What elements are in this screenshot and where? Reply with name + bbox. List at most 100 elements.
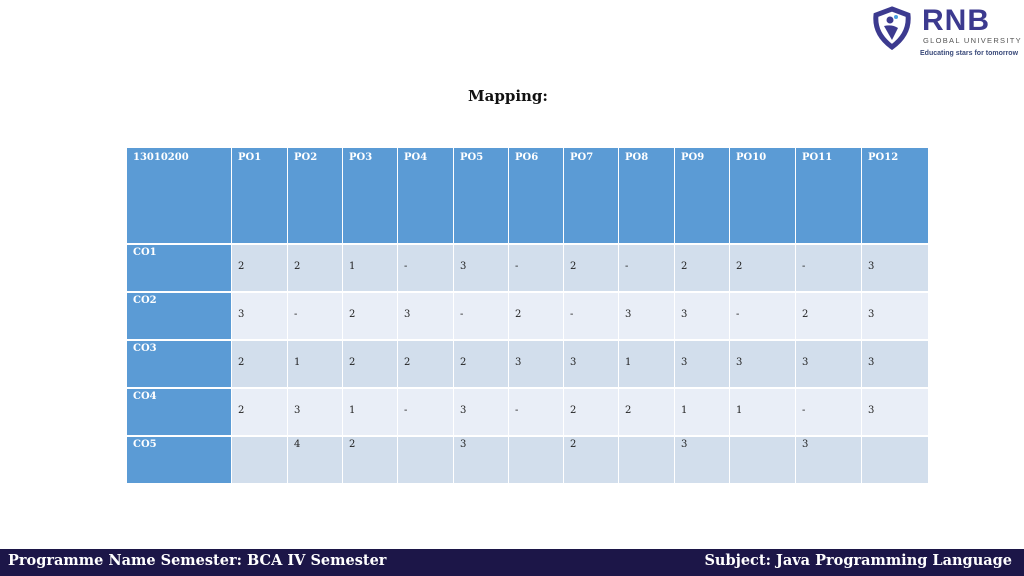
table-cell: - [796, 245, 862, 293]
cell-value: 3 [515, 357, 522, 368]
table-cell: - [730, 293, 796, 341]
cell-value: 2 [238, 261, 245, 272]
cell-value: - [294, 309, 298, 320]
column-header: PO1 [232, 148, 288, 245]
cell-value: 2 [570, 261, 577, 272]
cell-value: 1 [349, 261, 356, 272]
cell-value: 2 [515, 309, 522, 320]
cell-value: - [515, 405, 519, 416]
table-cell: - [509, 389, 564, 437]
cell-value: 1 [736, 405, 743, 416]
cell-value: 3 [736, 357, 743, 368]
table-row: CO2 3 - 2 3 - 2 - 3 3 - 2 3 [127, 293, 928, 341]
cell-value: 1 [625, 357, 632, 368]
table-cell: 2 [232, 341, 288, 389]
table-cell: - [509, 245, 564, 293]
cell-value: 1 [294, 357, 301, 368]
table-cell: 1 [619, 341, 675, 389]
table-cell: - [398, 245, 454, 293]
cell-value: 3 [404, 309, 411, 320]
table-row: CO3 2 1 2 2 2 3 3 1 3 3 3 3 [127, 341, 928, 389]
table-cell: 1 [288, 341, 343, 389]
table-cell [619, 437, 675, 485]
cell-value: 2 [802, 309, 809, 320]
table-cell: 3 [675, 293, 730, 341]
column-header: PO12 [862, 148, 928, 245]
cell-value: 2 [570, 439, 577, 450]
logo-subtitle: GLOBAL UNIVERSITY [923, 36, 1022, 45]
table-cell: 2 [619, 389, 675, 437]
shield-emblem-icon [873, 6, 911, 50]
table-cell: 3 [796, 437, 862, 485]
table-cell: 3 [454, 245, 509, 293]
cell-value: 3 [625, 309, 632, 320]
logo-name: RNB [922, 4, 990, 37]
column-header: PO8 [619, 148, 675, 245]
cell-value: 2 [625, 405, 632, 416]
table-cell: 3 [796, 341, 862, 389]
cell-value: - [404, 261, 408, 272]
table-cell: 2 [796, 293, 862, 341]
table-cell: - [398, 389, 454, 437]
table-cell: 3 [730, 341, 796, 389]
column-header: PO3 [343, 148, 398, 245]
cell-value: - [570, 309, 574, 320]
cell-value: 2 [349, 357, 356, 368]
table-cell: 2 [398, 341, 454, 389]
table-cell: 1 [675, 389, 730, 437]
table-cell: 1 [730, 389, 796, 437]
table-cell: 3 [862, 389, 928, 437]
cell-value: 3 [681, 309, 688, 320]
table-cell: 2 [564, 389, 619, 437]
column-header: PO4 [398, 148, 454, 245]
table-cell [232, 437, 288, 485]
row-label: CO1 [127, 245, 232, 293]
table-cell: - [288, 293, 343, 341]
table-cell: 2 [343, 437, 398, 485]
table-cell [509, 437, 564, 485]
table-cell: 3 [564, 341, 619, 389]
cell-value: 3 [460, 261, 467, 272]
table-cell: 2 [675, 245, 730, 293]
table-cell: 3 [288, 389, 343, 437]
table-cell: 4 [288, 437, 343, 485]
mapping-table: 13010200 PO1 PO2 PO3 PO4 PO5 PO6 PO7 PO8 PO9 PO10 P… [127, 148, 928, 485]
table-cell: 3 [398, 293, 454, 341]
cell-value: 3 [802, 439, 809, 450]
table-cell: 2 [343, 341, 398, 389]
table-cell: 2 [564, 437, 619, 485]
cell-value: 2 [736, 261, 743, 272]
table-cell: 3 [675, 341, 730, 389]
cell-value: 3 [460, 439, 467, 450]
table-cell: - [564, 293, 619, 341]
cell-value: - [404, 405, 408, 416]
table-cell: - [454, 293, 509, 341]
table-cell: 2 [564, 245, 619, 293]
cell-value: 2 [349, 439, 356, 450]
cell-value: 3 [681, 439, 688, 450]
table-row: CO4 2 3 1 - 3 - 2 2 1 1 - 3 [127, 389, 928, 437]
table-cell [730, 437, 796, 485]
cell-value: 2 [294, 261, 301, 272]
cell-value: 3 [868, 405, 875, 416]
table-cell: 1 [343, 389, 398, 437]
table-cell [862, 437, 928, 485]
table-cell: 3 [862, 293, 928, 341]
table-cell: - [619, 245, 675, 293]
cell-value: 2 [238, 357, 245, 368]
table-cell [398, 437, 454, 485]
header-row: 13010200 PO1 PO2 PO3 PO4 PO5 PO6 PO7 PO8 PO9 PO10 P… [127, 148, 928, 245]
cell-value: 2 [404, 357, 411, 368]
column-header: PO9 [675, 148, 730, 245]
column-header: PO7 [564, 148, 619, 245]
row-label: CO4 [127, 389, 232, 437]
table-cell: 3 [454, 437, 509, 485]
cell-value: 4 [294, 439, 301, 450]
column-header: PO10 [730, 148, 796, 245]
row-label: CO2 [127, 293, 232, 341]
table-row: CO1 2 2 1 - 3 - 2 - 2 2 - 3 [127, 245, 928, 293]
table-cell: 1 [343, 245, 398, 293]
cell-value: 3 [294, 405, 301, 416]
cell-value: 3 [681, 357, 688, 368]
row-label: CO3 [127, 341, 232, 389]
